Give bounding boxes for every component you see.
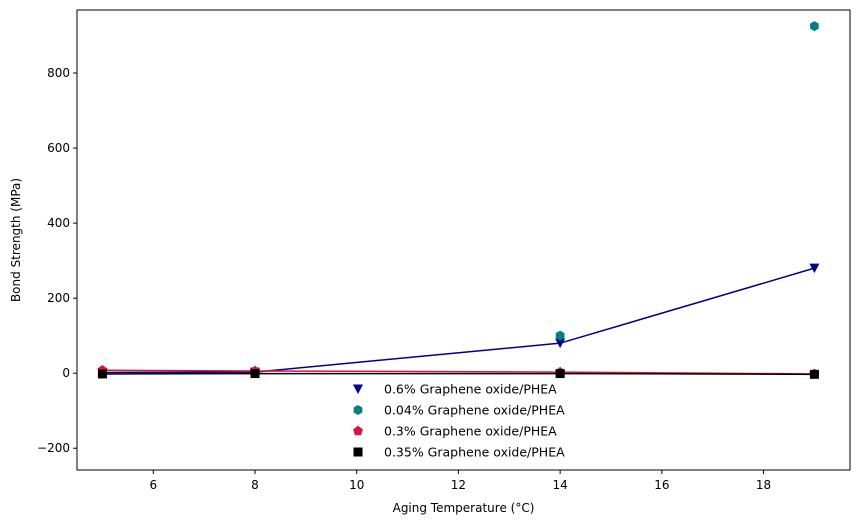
data-point xyxy=(555,369,565,379)
legend-label: 0.35% Graphene oxide/PHEA xyxy=(384,445,565,460)
series-line xyxy=(102,267,815,374)
legend-marker xyxy=(353,405,363,415)
series-0 xyxy=(97,263,820,378)
series-line xyxy=(102,372,815,376)
plot-frame xyxy=(76,9,851,471)
x-tick-label: 18 xyxy=(756,478,771,492)
y-tick-label: 600 xyxy=(47,141,70,155)
x-tick-label: 12 xyxy=(451,478,466,492)
x-axis-ticks: 6 8 10 12 14 16 18 xyxy=(149,470,771,492)
data-point xyxy=(809,263,820,274)
legend: 0.6% Graphene oxide/PHEA 0.04% Graphene o… xyxy=(353,382,565,460)
y-axis-ticks: −200 0 200 400 600 800 xyxy=(37,66,77,455)
legend-item: 0.6% Graphene oxide/PHEA xyxy=(353,382,557,397)
legend-item: 0.04% Graphene oxide/PHEA xyxy=(353,403,565,418)
x-tick-label: 14 xyxy=(552,478,567,492)
y-axis-label: Bond Strength (MPa) xyxy=(9,178,23,302)
x-tick-label: 16 xyxy=(654,478,669,492)
legend-item: 0.35% Graphene oxide/PHEA xyxy=(353,445,565,460)
x-tick-label: 6 xyxy=(149,478,157,492)
data-point xyxy=(250,369,260,379)
series-1 xyxy=(98,21,819,378)
legend-label: 0.04% Graphene oxide/PHEA xyxy=(384,403,565,418)
legend-marker xyxy=(353,425,363,436)
legend-marker xyxy=(353,447,363,457)
legend-label: 0.3% Graphene oxide/PHEA xyxy=(384,424,557,439)
y-tick-label: −200 xyxy=(37,441,70,455)
data-point xyxy=(555,338,566,349)
x-tick-label: 8 xyxy=(251,478,259,492)
legend-label: 0.6% Graphene oxide/PHEA xyxy=(384,382,557,397)
y-tick-label: 400 xyxy=(47,216,70,230)
y-tick-label: 200 xyxy=(47,291,70,305)
series-3 xyxy=(97,369,819,379)
x-axis-label: Aging Temperature (°C) xyxy=(393,501,535,515)
y-tick-label: 0 xyxy=(62,366,70,380)
data-point xyxy=(809,369,819,379)
legend-marker xyxy=(353,384,363,394)
plot-area xyxy=(97,21,820,379)
x-tick-label: 10 xyxy=(349,478,364,492)
data-point xyxy=(810,21,819,32)
y-tick-label: 800 xyxy=(47,66,70,80)
legend-item: 0.3% Graphene oxide/PHEA xyxy=(353,424,557,439)
data-point xyxy=(97,369,107,379)
data-point xyxy=(555,330,565,341)
series-line xyxy=(102,369,815,375)
